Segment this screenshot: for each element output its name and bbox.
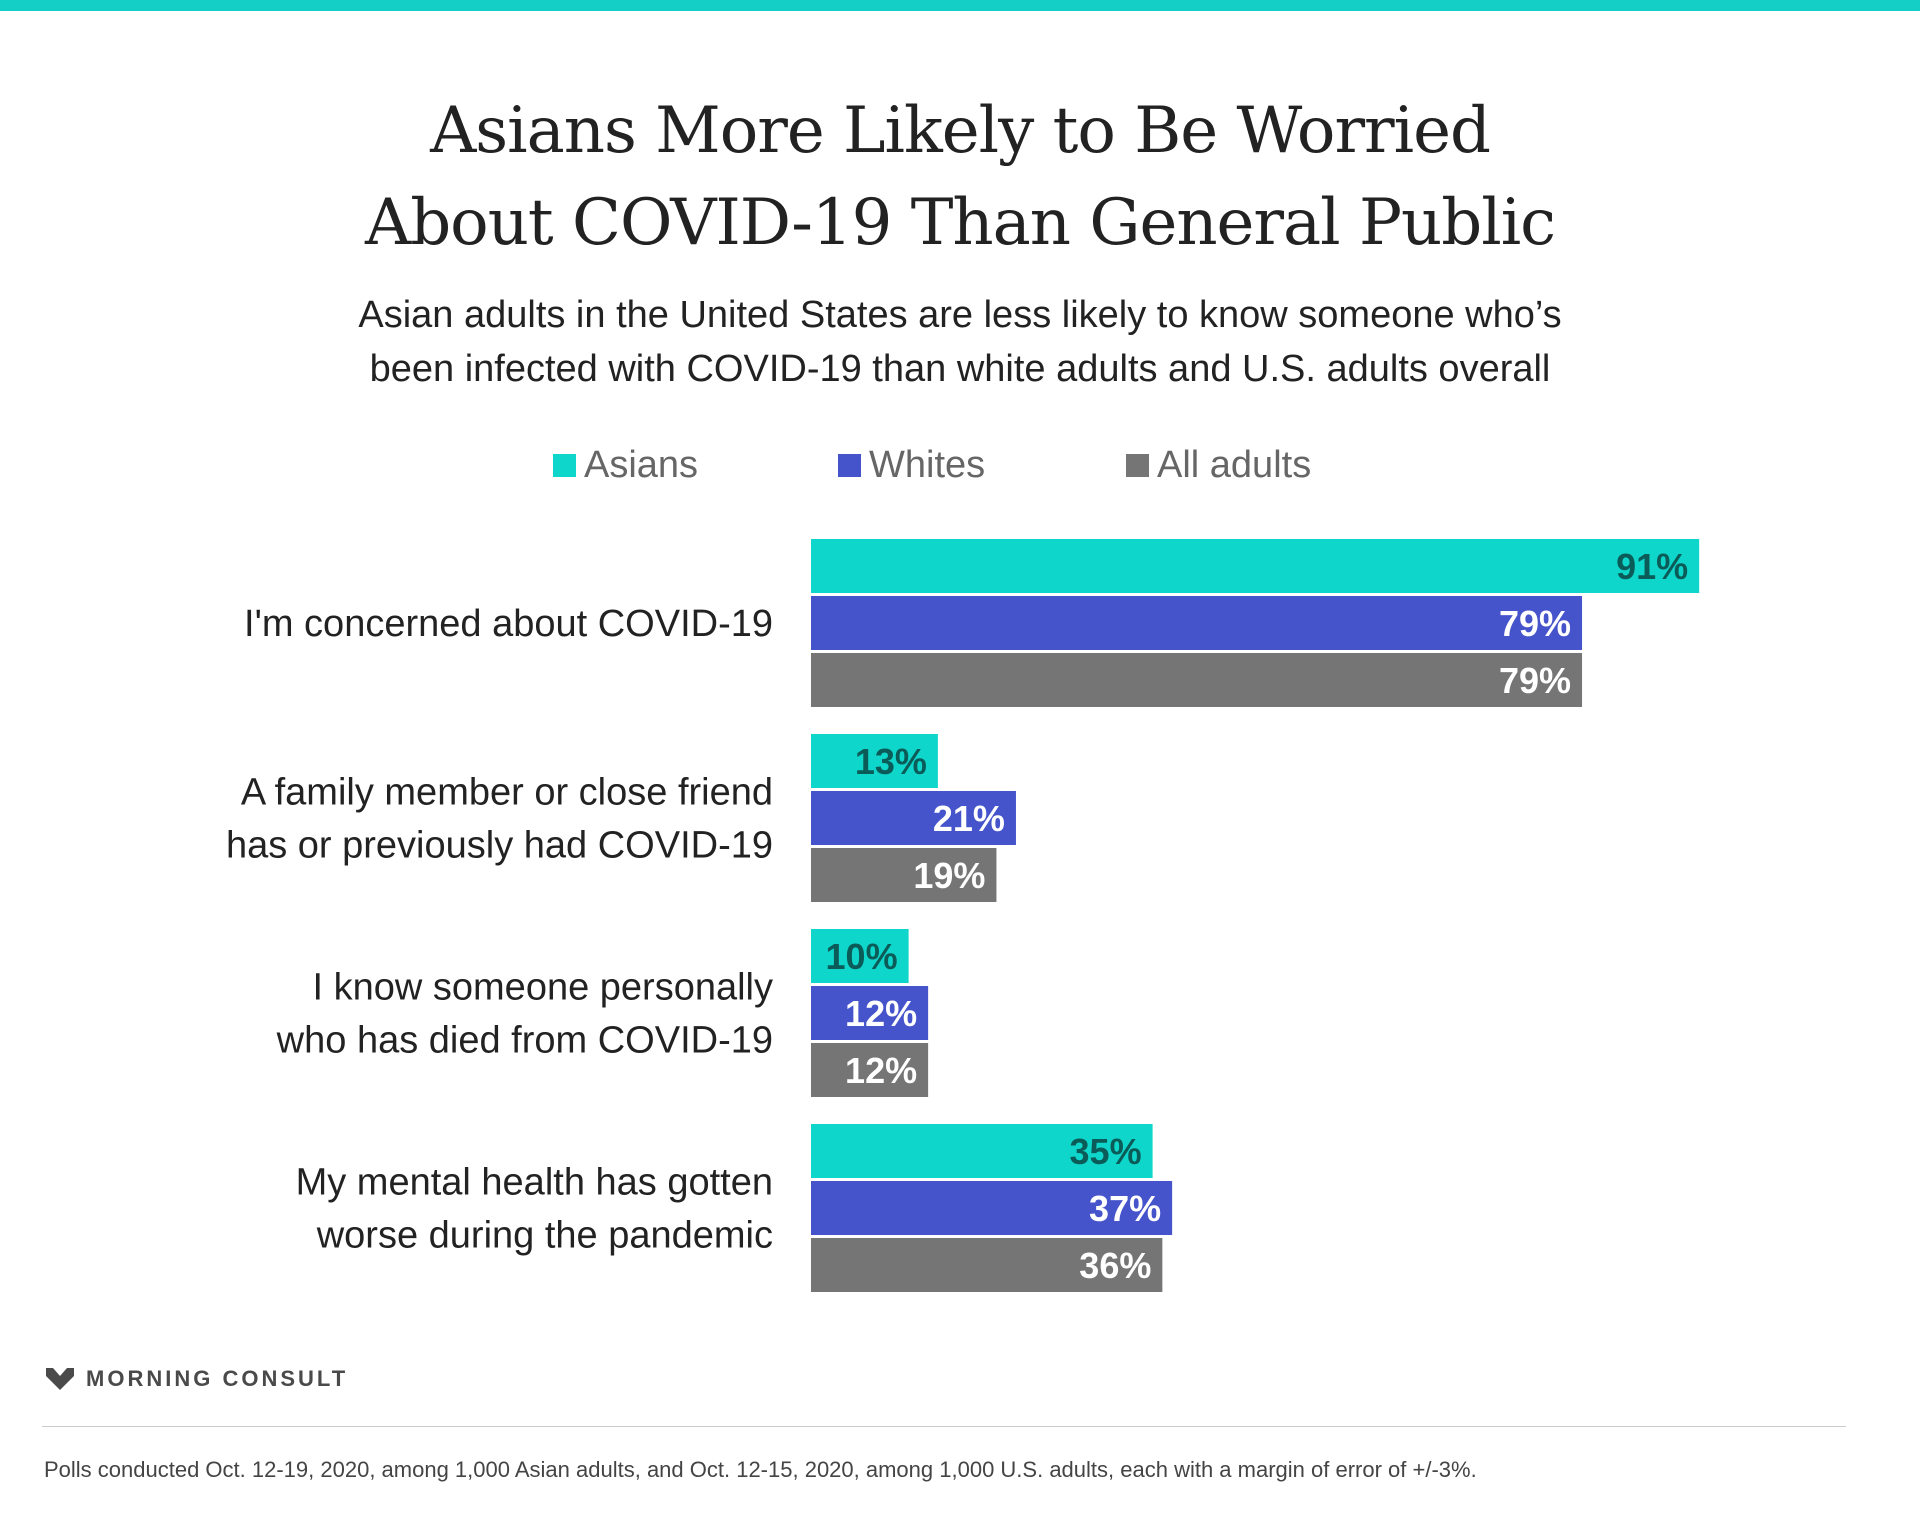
data-label-whites-2: 21% bbox=[933, 798, 1005, 839]
chart-title-line-1: Asians More Likely to Be Worried bbox=[430, 94, 1491, 168]
chart-subtitle-line-2: been infected with COVID-19 than white a… bbox=[369, 348, 1551, 390]
chart-title-line-2: About COVID-19 Than General Public bbox=[364, 186, 1556, 260]
chart-title: Asians More Likely to Be Worried About C… bbox=[0, 85, 1920, 269]
data-label-whites-4: 37% bbox=[1089, 1188, 1161, 1229]
data-label-whites-3: 12% bbox=[845, 993, 917, 1034]
bar-all-adults-1 bbox=[811, 653, 1583, 707]
category-label-3-line-1: I know someone personally bbox=[313, 967, 773, 1009]
legend-label-whites: Whites bbox=[869, 443, 986, 486]
legend-swatch-whites bbox=[838, 453, 861, 477]
chart-subtitle: Asian adults in the United States are le… bbox=[0, 288, 1920, 396]
legend-item-all-adults: All adults bbox=[1126, 440, 1311, 490]
data-label-asians-1: 91% bbox=[1616, 546, 1688, 587]
data-label-asians-3: 10% bbox=[826, 936, 898, 977]
legend-swatch-all-adults bbox=[1126, 453, 1149, 477]
legend-swatch-asians bbox=[553, 453, 576, 477]
top-accent-stripe bbox=[0, 0, 1920, 11]
footer-divider bbox=[42, 1426, 1846, 1427]
legend-item-asians: Asians bbox=[553, 440, 698, 490]
morning-consult-logo: MORNING CONSULT bbox=[46, 1364, 348, 1394]
chart-legend: Asians Whites All adults bbox=[0, 440, 1920, 490]
data-label-all-adults-1: 79% bbox=[1499, 660, 1571, 701]
data-label-all-adults-3: 12% bbox=[845, 1050, 917, 1091]
data-label-all-adults-4: 36% bbox=[1079, 1245, 1151, 1286]
category-label-2-line-2: has or previously had COVID-19 bbox=[226, 825, 773, 867]
data-label-asians-2: 13% bbox=[855, 741, 927, 782]
logo-text: MORNING CONSULT bbox=[86, 1366, 349, 1391]
footnote: Polls conducted Oct. 12-19, 2020, among … bbox=[44, 1457, 1477, 1482]
bar-asians-3 bbox=[811, 929, 909, 983]
bar-whites-2 bbox=[811, 791, 1016, 845]
data-label-whites-1: 79% bbox=[1499, 603, 1571, 644]
bar-whites-4 bbox=[811, 1181, 1173, 1235]
bar-whites-3 bbox=[811, 986, 929, 1040]
legend-label-asians: Asians bbox=[584, 443, 699, 486]
data-label-all-adults-2: 19% bbox=[913, 855, 985, 896]
bar-whites-1 bbox=[811, 596, 1583, 650]
bar-asians-4 bbox=[811, 1124, 1153, 1178]
bar-all-adults-2 bbox=[811, 848, 997, 902]
bar-all-adults-4 bbox=[811, 1238, 1163, 1292]
data-label-asians-4: 35% bbox=[1070, 1131, 1142, 1172]
category-label-4-line-1: My mental health has gotten bbox=[296, 1162, 773, 1204]
category-label-1-line-1: I'm concerned about COVID-19 bbox=[244, 603, 773, 645]
category-label-4-line-2: worse during the pandemic bbox=[316, 1215, 773, 1257]
legend-label-all-adults: All adults bbox=[1157, 443, 1312, 486]
category-label-2-line-1: A family member or close friend bbox=[241, 772, 773, 814]
bar-asians-1 bbox=[811, 539, 1700, 593]
legend-item-whites: Whites bbox=[838, 440, 985, 490]
chart-subtitle-line-1: Asian adults in the United States are le… bbox=[358, 294, 1562, 336]
morning-consult-m-icon bbox=[46, 1368, 74, 1390]
bar-all-adults-3 bbox=[811, 1043, 929, 1097]
bar-chart: I'm concerned about COVID-19 91% 79% 79% A f… bbox=[226, 539, 1700, 1292]
bar-asians-2 bbox=[811, 734, 938, 788]
category-label-3-line-2: who has died from COVID-19 bbox=[276, 1020, 773, 1062]
